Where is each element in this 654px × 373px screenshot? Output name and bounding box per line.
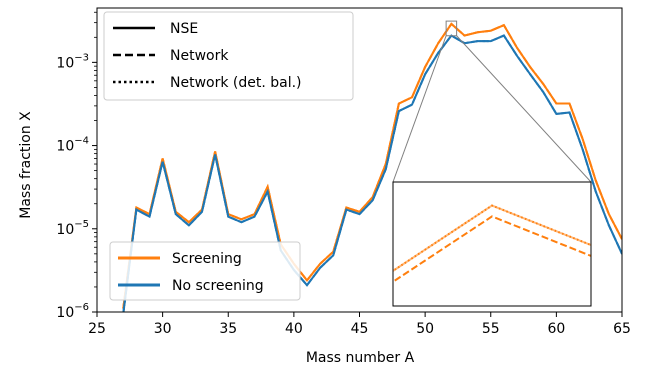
x-tick-label: 55 — [482, 321, 500, 337]
zoom-connector-line — [392, 35, 447, 183]
y-tick-label: 10−5 — [56, 219, 89, 238]
legend-label-no-screening: No screening — [172, 278, 264, 294]
y-axis-label: Mass fraction X — [18, 111, 34, 219]
y-tick-label: 10−6 — [56, 302, 89, 321]
y-tick-label: 10−3 — [56, 52, 89, 71]
inset-frame — [392, 181, 592, 307]
legend-label-screening: Screening — [172, 251, 242, 267]
x-tick-label: 35 — [219, 321, 237, 337]
legend-label-network-det-bal: Network (det. bal.) — [170, 75, 302, 91]
inset-background — [393, 182, 591, 306]
zoom-region-box — [445, 20, 458, 37]
x-tick-label: 25 — [88, 321, 106, 337]
inset-line-network-det-bal — [393, 204, 591, 273]
plot-area — [122, 22, 622, 312]
x-tick-label: 65 — [613, 321, 631, 337]
x-tick-label: 30 — [154, 321, 172, 337]
color-legend: Screening No screening — [109, 241, 301, 301]
legends: NSE Network Network (det. bal.) Screening No… — [103, 11, 354, 301]
legend-label-network: Network — [170, 48, 229, 64]
series-line-no-screening-network — [122, 34, 622, 312]
y-tick-label: 10−4 — [56, 136, 89, 155]
legend-label-nse: NSE — [170, 21, 198, 37]
style-legend: NSE Network Network (det. bal.) — [103, 11, 354, 101]
zoom-connector-line — [456, 35, 592, 183]
x-tick-label: 40 — [285, 321, 303, 337]
style-legend-box — [103, 11, 354, 101]
x-tick-label: 60 — [547, 321, 565, 337]
inset-plot — [393, 204, 591, 283]
x-tick-label: 45 — [351, 321, 369, 337]
zoom-inset — [392, 20, 592, 307]
series-line-screening-network-det-bal — [122, 22, 622, 309]
axes: 25 30 35 40 45 50 55 60 65 10−6 10−5 10−4 10−3 — [56, 7, 631, 337]
x-axis-label: Mass number A — [306, 350, 415, 366]
x-tick-label: 50 — [416, 321, 434, 337]
inset-line-network — [393, 215, 591, 283]
